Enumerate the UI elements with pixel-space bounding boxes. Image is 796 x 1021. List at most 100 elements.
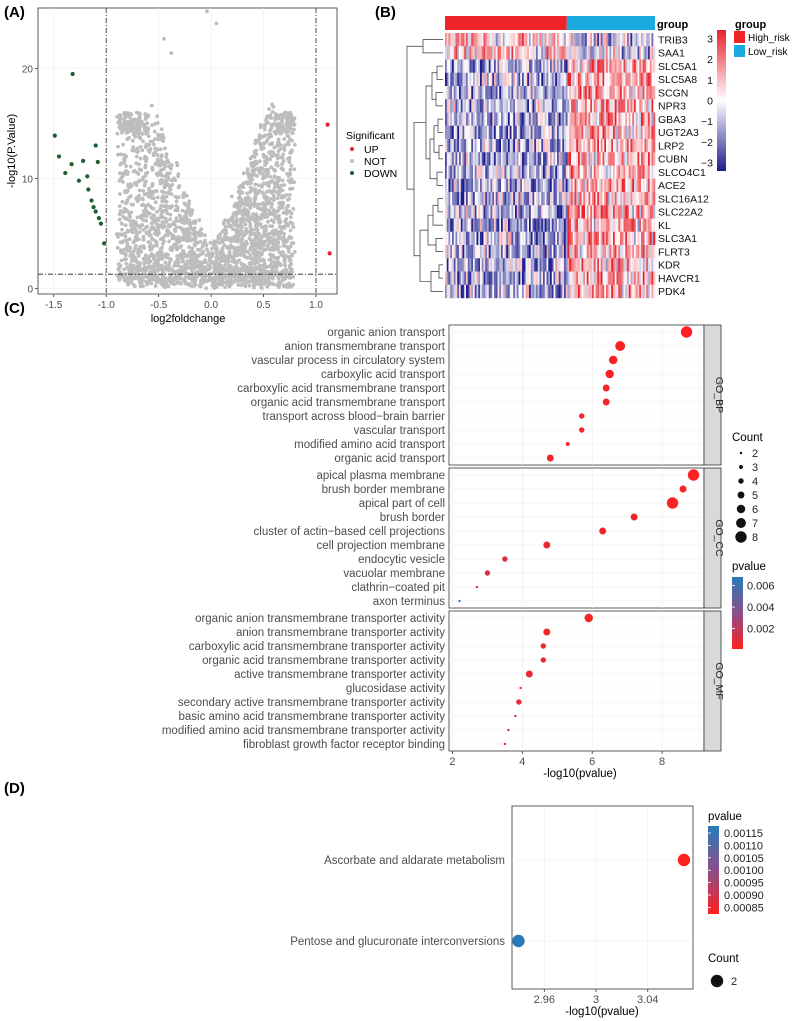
volcano-point-not	[244, 180, 249, 185]
heatmap-cell	[452, 245, 455, 259]
heatmap-cell	[530, 178, 533, 193]
heatmap-cell	[634, 192, 637, 206]
heatmap-cell	[480, 59, 483, 73]
heatmap-cell	[488, 99, 491, 113]
heatmap-cell	[604, 178, 607, 193]
heatmap-cell	[642, 33, 645, 47]
heatmap-cell	[609, 152, 612, 166]
heatmap-cell	[492, 245, 495, 259]
heatmap-cell	[536, 192, 539, 206]
heatmap-cell	[460, 86, 463, 100]
volcano-point-not	[270, 141, 275, 146]
heatmap-cell	[600, 112, 603, 126]
heatmap-cell	[557, 152, 560, 166]
volcano-point-not	[146, 143, 151, 148]
heatmap-cell	[536, 125, 539, 140]
volcano-point-not	[280, 166, 285, 171]
heatmap-cell	[583, 152, 586, 166]
heatmap-cell	[502, 99, 505, 113]
heatmap-cell	[532, 33, 535, 47]
heatmap-cell	[646, 178, 649, 193]
heatmap-cell	[516, 46, 519, 60]
heatmap-cell	[602, 218, 605, 232]
heatmap-cell	[602, 112, 605, 126]
heatmap-cell	[651, 33, 654, 47]
heatmap-cell	[590, 165, 593, 179]
heatmap-cell	[462, 258, 465, 272]
heatmap-cell	[494, 33, 497, 47]
heatmap-cell	[590, 152, 593, 166]
heatmap-cell	[557, 125, 560, 140]
heatmap-cell	[494, 59, 497, 73]
volcano-point-not	[165, 171, 170, 176]
heatmap-cell	[548, 192, 551, 206]
heatmap-cell	[446, 99, 449, 113]
heatmap-cell	[625, 99, 628, 113]
heatmap-cell	[581, 258, 584, 272]
heatmap-cell	[590, 59, 593, 73]
heatmap-cell	[467, 231, 470, 246]
heatmap-cell	[494, 178, 497, 193]
volcano-point-not	[125, 137, 130, 142]
volcano-point-not	[147, 194, 152, 199]
volcano-point-not	[239, 219, 243, 223]
heatmap-cell	[593, 72, 596, 87]
heatmap-cell	[452, 205, 455, 219]
heatmap-cell	[469, 218, 472, 232]
volcano-point-not	[257, 133, 262, 138]
heatmap-cell	[485, 165, 488, 179]
volcano-point-not	[260, 258, 265, 263]
heatmap-cell	[588, 152, 591, 166]
heatmap-cell	[522, 231, 525, 246]
heatmap-cell	[639, 165, 642, 179]
volcano-point-not	[172, 245, 177, 249]
heatmap-cell	[632, 192, 635, 206]
heatmap-cell	[627, 72, 630, 87]
heatmap-cell	[471, 86, 474, 100]
heatmap-cell	[628, 112, 631, 126]
heatmap-cell	[450, 72, 453, 87]
volcano-point-not	[141, 175, 146, 180]
volcano-point-not	[155, 114, 160, 119]
heatmap-cell	[536, 86, 539, 100]
heatmap-cell	[494, 152, 497, 166]
heatmap-cell	[653, 99, 656, 113]
volcano-point-not	[187, 245, 192, 250]
volcano-point-not	[122, 267, 126, 272]
heatmap-cell	[611, 86, 614, 100]
heatmap-cell	[641, 178, 644, 193]
volcano-point-not	[266, 242, 271, 247]
volcano-point-not	[124, 154, 129, 159]
heatmap-cell	[646, 86, 649, 100]
heatmap-cell	[642, 271, 645, 285]
heatmap-cell	[527, 192, 530, 206]
heatmap-cell	[502, 72, 505, 87]
volcano-point-not	[270, 224, 275, 229]
heatmap-cell	[446, 152, 449, 166]
volcano-point-not	[164, 219, 169, 224]
heatmap-cell	[537, 271, 540, 285]
heatmap-cell	[523, 112, 526, 126]
heatmap-cell	[553, 205, 556, 219]
heatmap-cell	[553, 178, 556, 193]
heatmap-cell	[453, 284, 456, 299]
volcano-point-not	[117, 263, 122, 267]
heatmap-cell	[572, 59, 575, 73]
volcano-point-not	[123, 209, 128, 214]
heatmap-cell	[527, 258, 530, 272]
heatmap-cell	[581, 33, 584, 47]
heatmap-cell	[621, 72, 624, 87]
heatmap-cell	[649, 152, 652, 166]
heatmap-cell	[492, 165, 495, 179]
heatmap-cell	[595, 72, 598, 87]
heatmap-cell	[478, 72, 481, 87]
heatmap-cell	[597, 231, 600, 246]
heatmap-cell	[553, 86, 556, 100]
heatmap-cell	[485, 152, 488, 166]
heatmap-cell	[600, 33, 603, 47]
volcano-point-not	[242, 206, 247, 211]
heatmap-cell	[504, 231, 507, 246]
volcano-point-not	[272, 145, 277, 150]
volcano-point-not	[161, 220, 166, 225]
heatmap-cell	[515, 139, 518, 153]
